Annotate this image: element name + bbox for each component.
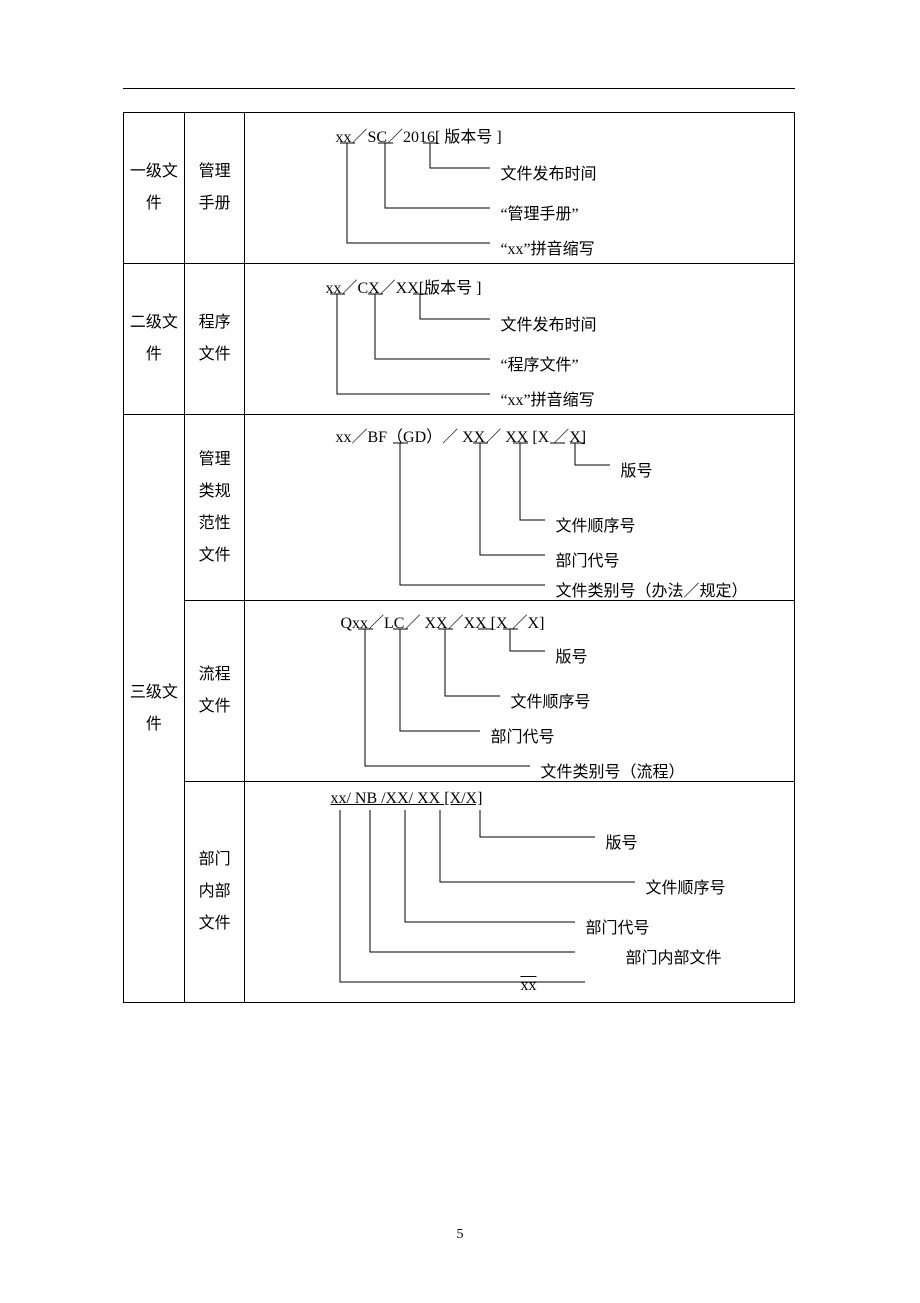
table-row: 三级文件 管理类规范性文件 xx／BF（GD）／ XX／ XX [X ／X] [124,415,795,601]
type-cell: 部门内部文件 [184,782,245,1003]
type-cell: 流程文件 [184,601,245,782]
label-text: 文件顺序号 [555,512,635,536]
type-cell: 程序文件 [184,264,245,415]
type-label: 管理类规范性文件 [199,444,231,572]
level-cell: 二级文件 [124,264,185,415]
label-text: 版号 [605,829,637,853]
label-text: “xx”拼音缩写 [500,235,594,259]
level-cell: 一级文件 [124,113,185,264]
level-label: 三级文件 [130,677,178,741]
header-rule [123,88,795,89]
label-text: 部门内部文件 [625,944,721,968]
label-text: “管理手册” [500,200,578,224]
label-text: 文件顺序号 [510,688,590,712]
label-text: 部门代号 [555,547,619,571]
label-text: 文件发布时间 [500,160,596,184]
type-cell: 管理类规范性文件 [184,415,245,601]
diagram-cell: Qxx／LC／ XX／XX [X ／X] 版号 文件顺序号 部 [245,601,795,782]
type-label: 管理手册 [199,156,231,220]
label-text: 文件类别号（流程） [540,758,684,782]
diagram-cell: xx／BF（GD）／ XX／ XX [X ／X] 版号 文件顺序号 [245,415,795,601]
table-row: 一级文件 管理手册 xx／SC／2016[ 版本号 ] 文件发布时间 [124,113,795,264]
label-text: “xx”拼音缩写 [500,386,594,410]
label-text: 部门代号 [585,914,649,938]
type-label: 程序文件 [199,307,231,371]
page-number: 5 [0,1227,920,1243]
label-text: 部门代号 [490,723,554,747]
diagram-cell: xx／SC／2016[ 版本号 ] 文件发布时间 “管理手册” “xx”拼音缩写 [245,113,795,264]
table-row: 部门内部文件 xx/ NB /XX/ XX [X/X] 版号 文件顺序号 部门代… [124,782,795,1003]
type-label: 部门内部文件 [199,844,231,940]
footer-text: xx [520,977,536,995]
diagram-cell: xx／CX／XX[版本号 ] 文件发布时间 “程序文件” “xx”拼音缩写 [245,264,795,415]
label-text: 文件顺序号 [645,874,725,898]
label-text: “程序文件” [500,351,578,375]
table-row: 二级文件 程序文件 xx／CX／XX[版本号 ] 文件发布时间 [124,264,795,415]
table-row: 流程文件 Qxx／LC／ XX／XX [X ／X] [124,601,795,782]
diagram-cell: xx/ NB /XX/ XX [X/X] 版号 文件顺序号 部门代号 部门内部文… [245,782,795,1003]
document-page: 一级文件 管理手册 xx／SC／2016[ 版本号 ] 文件发布时间 [0,0,920,1303]
label-text: 文件类别号（办法／规定） [555,577,747,601]
type-label: 流程文件 [199,659,231,723]
level-label: 一级文件 [130,156,178,220]
label-text: 文件发布时间 [500,311,596,335]
label-text: 版号 [620,457,652,481]
label-text: 版号 [555,643,587,667]
bracket-diagram [245,415,797,600]
level-cell: 三级文件 [124,415,185,1003]
type-cell: 管理手册 [184,113,245,264]
level-label: 二级文件 [130,307,178,371]
document-levels-table: 一级文件 管理手册 xx／SC／2016[ 版本号 ] 文件发布时间 [123,112,795,1003]
